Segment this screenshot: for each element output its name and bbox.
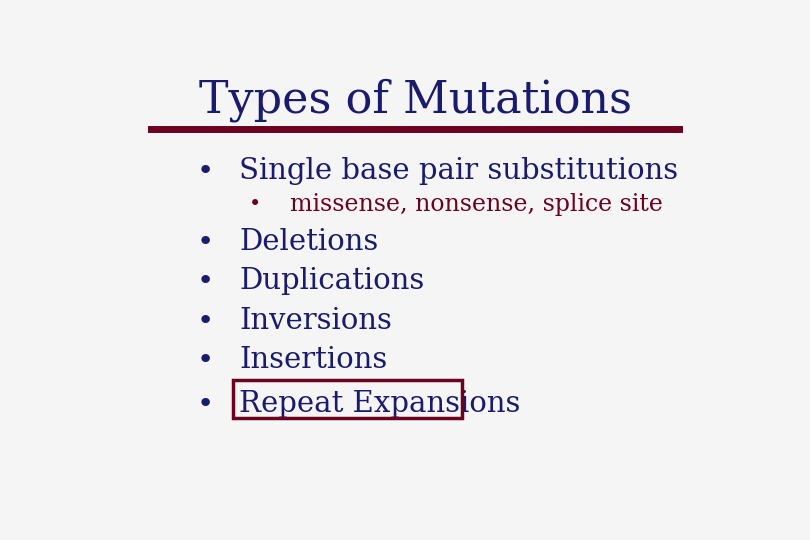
Text: •: • xyxy=(196,390,214,417)
Text: •: • xyxy=(196,307,214,334)
Text: •: • xyxy=(196,267,214,295)
Text: Deletions: Deletions xyxy=(240,227,378,255)
Text: •: • xyxy=(249,194,261,214)
Text: Inversions: Inversions xyxy=(240,307,392,334)
Text: Duplications: Duplications xyxy=(240,267,424,295)
Text: Insertions: Insertions xyxy=(240,346,388,374)
Text: Types of Mutations: Types of Mutations xyxy=(198,78,632,122)
Text: •: • xyxy=(196,157,214,185)
Text: •: • xyxy=(196,227,214,255)
Text: Repeat Expansions: Repeat Expansions xyxy=(240,390,521,417)
Text: missense, nonsense, splice site: missense, nonsense, splice site xyxy=(290,193,663,215)
Text: •: • xyxy=(196,346,214,374)
Text: Single base pair substitutions: Single base pair substitutions xyxy=(240,157,679,185)
